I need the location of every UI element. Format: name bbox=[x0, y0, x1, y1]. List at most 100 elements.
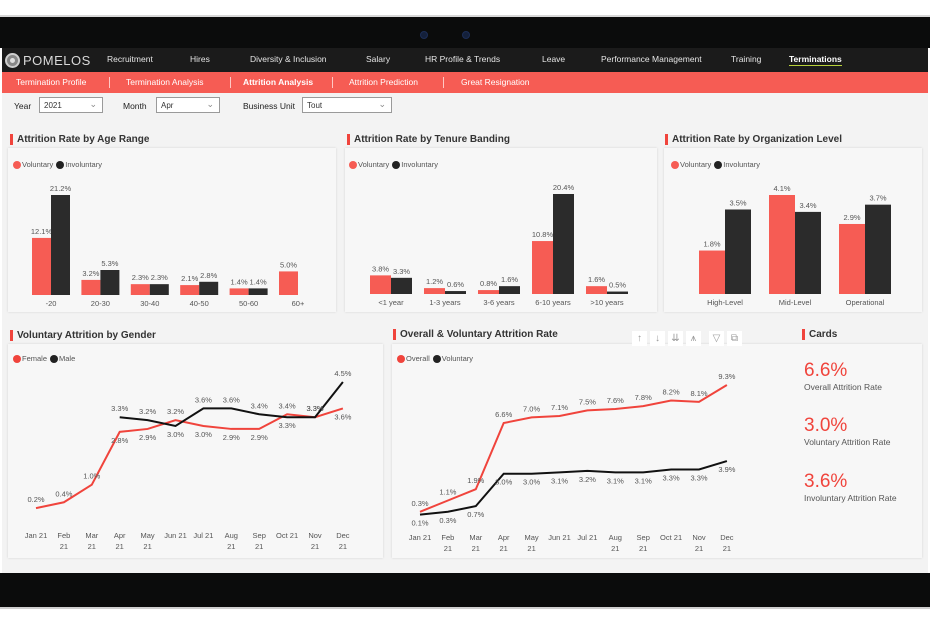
legend-male-marker bbox=[50, 354, 59, 363]
chart-legend: Female Male bbox=[13, 354, 75, 363]
filter-icon[interactable]: ▽ bbox=[709, 331, 724, 346]
x-axis-label: -20 bbox=[46, 299, 57, 308]
nav-diversity-inclusion[interactable]: Diversity & Inclusion bbox=[250, 54, 327, 64]
data-label: 1.8% bbox=[703, 240, 720, 249]
x-axis-label: 6-10 years bbox=[535, 298, 571, 307]
data-label: 3.0% bbox=[495, 478, 512, 487]
legend-voluntary-label: Voluntary bbox=[441, 354, 474, 363]
data-label: 3.2% bbox=[167, 407, 184, 416]
overall-chart-card: Overall Voluntary 0.3% 1.1% 1.9% 6.6% 7.0% 7.… bbox=[392, 344, 922, 558]
data-label: 0.7% bbox=[467, 510, 484, 519]
nav-recruitment[interactable]: Recruitment bbox=[107, 54, 153, 64]
x-axis-label: Sep bbox=[637, 533, 650, 542]
bar-involuntary bbox=[391, 277, 412, 294]
data-label: 3.5% bbox=[729, 198, 746, 207]
go-to-next-level-icon[interactable]: ⇊ bbox=[668, 331, 683, 346]
x-axis-label-year: 21 bbox=[444, 544, 452, 553]
involuntary-rate-label: Involuntary Attrition Rate bbox=[804, 493, 897, 503]
x-axis-label: 40-50 bbox=[190, 299, 209, 308]
tenure-bar-chart: 3.8% 3.3% <1 year 1.2% 0.6% 1-3 years 0.8% 1.6%… bbox=[370, 183, 628, 307]
title-text: Cards bbox=[809, 329, 838, 340]
top-navigation: POMELOS Recruitment Hires Diversity & In… bbox=[2, 48, 928, 72]
drill-up-icon[interactable]: ↑ bbox=[632, 331, 647, 346]
x-axis-label-year: 21 bbox=[639, 544, 647, 553]
data-label: 2.3% bbox=[132, 273, 149, 282]
drill-down-icon[interactable]: ↓ bbox=[650, 331, 665, 346]
bar-involuntary bbox=[149, 284, 169, 295]
brand-name: POMELOS bbox=[23, 52, 91, 68]
year-value: 2021 bbox=[44, 101, 62, 110]
data-label: 1.0% bbox=[83, 472, 100, 481]
tab-termination-profile[interactable]: Termination Profile bbox=[16, 77, 87, 87]
data-label: 8.2% bbox=[663, 387, 680, 396]
data-label: 3.3% bbox=[690, 474, 707, 483]
data-label: 3.6% bbox=[334, 412, 351, 421]
data-label: 3.2% bbox=[82, 269, 99, 278]
age-chart-card: Voluntary Involuntary 12.1% 21.2% -20 3.2% 5… bbox=[8, 148, 336, 312]
month-dropdown[interactable]: Apr ⌄ bbox=[156, 97, 220, 113]
title-text: Voluntary Attrition by Gender bbox=[17, 330, 156, 341]
x-axis-label: Apr bbox=[498, 533, 510, 542]
tab-termination-analysis[interactable]: Termination Analysis bbox=[126, 77, 204, 87]
tab-attrition-analysis[interactable]: Attrition Analysis bbox=[243, 77, 314, 87]
nav-terminations[interactable]: Terminations bbox=[789, 54, 842, 66]
data-label: 7.0% bbox=[523, 404, 540, 413]
bar-involuntary bbox=[725, 209, 751, 294]
nav-training[interactable]: Training bbox=[731, 54, 762, 64]
x-axis-label: 20-30 bbox=[91, 299, 110, 308]
data-label: 3.9% bbox=[718, 465, 735, 474]
focus-mode-icon[interactable]: ⧉ bbox=[727, 331, 742, 346]
data-label: 3.3% bbox=[306, 404, 323, 413]
data-label: 3.0% bbox=[167, 430, 184, 439]
bar-involuntary bbox=[51, 195, 70, 295]
nav-performance-management[interactable]: Performance Management bbox=[601, 54, 702, 64]
line-female bbox=[35, 407, 344, 510]
bar-voluntary bbox=[370, 275, 391, 294]
bar-voluntary bbox=[699, 250, 725, 294]
data-label: 2.9% bbox=[139, 433, 156, 442]
x-axis-label: Jul 21 bbox=[577, 533, 597, 542]
legend-involuntary-marker bbox=[56, 160, 65, 169]
bar-voluntary bbox=[769, 195, 795, 294]
chevron-down-icon: ⌄ bbox=[378, 99, 386, 109]
data-label: 0.4% bbox=[55, 489, 72, 498]
tab-attrition-prediction[interactable]: Attrition Prediction bbox=[349, 77, 418, 87]
x-axis-label: Dec bbox=[336, 531, 350, 540]
tab-great-resignation[interactable]: Great Resignation bbox=[461, 77, 530, 87]
x-axis-label: Jan 21 bbox=[409, 533, 432, 542]
legend-voluntary-label: Voluntary bbox=[22, 160, 54, 169]
expand-hierarchy-icon[interactable]: ⩚ bbox=[686, 331, 701, 346]
gender-chart-card: Female Male 0.2% 0.4% 1.0% 2.8% 2.9% 3.2% 3.0%… bbox=[8, 344, 383, 558]
data-label: 3.3% bbox=[111, 404, 128, 413]
year-dropdown[interactable]: 2021 ⌄ bbox=[39, 97, 103, 113]
x-axis-label: Nov bbox=[308, 531, 322, 540]
title-accent-bar bbox=[393, 329, 396, 340]
bar-involuntary bbox=[865, 204, 891, 294]
x-axis-label: 3-6 years bbox=[483, 298, 515, 307]
chart-legend: Overall Voluntary bbox=[397, 354, 473, 363]
business-unit-dropdown[interactable]: Tout ⌄ bbox=[302, 97, 392, 113]
data-label: 3.4% bbox=[799, 201, 816, 210]
nav-leave[interactable]: Leave bbox=[542, 54, 566, 64]
nav-hr-profile-trends[interactable]: HR Profile & Trends bbox=[425, 54, 501, 64]
legend-overall-marker bbox=[397, 354, 405, 363]
data-label: 5.0% bbox=[280, 260, 297, 269]
legend-female-label: Female bbox=[22, 354, 48, 363]
data-label: 3.3% bbox=[393, 267, 410, 276]
overall-rate-label: Overall Attrition Rate bbox=[804, 382, 882, 392]
x-axis-label-year: 21 bbox=[88, 542, 96, 551]
x-axis-label: 50-60 bbox=[239, 299, 258, 308]
data-label: 0.3% bbox=[411, 499, 428, 508]
nav-hires[interactable]: Hires bbox=[190, 54, 210, 64]
age-chart-title: Attrition Rate by Age Range bbox=[10, 134, 149, 145]
overall-chart-title: Overall & Voluntary Attrition Rate bbox=[393, 329, 558, 340]
bar-involuntary bbox=[499, 286, 520, 294]
x-axis-label-year: 21 bbox=[227, 542, 235, 551]
legend-voluntary-marker bbox=[13, 160, 21, 169]
x-axis-label: Feb bbox=[57, 531, 70, 540]
age-bar-chart: 12.1% 21.2% -20 3.2%5.3% 20-30 2.3% 2.3% 30-40 2… bbox=[31, 184, 305, 308]
nav-salary[interactable]: Salary bbox=[366, 54, 391, 64]
device-bezel-bottom bbox=[0, 573, 930, 609]
x-axis-label: Apr bbox=[114, 531, 126, 540]
legend-voluntary-marker bbox=[671, 160, 679, 169]
